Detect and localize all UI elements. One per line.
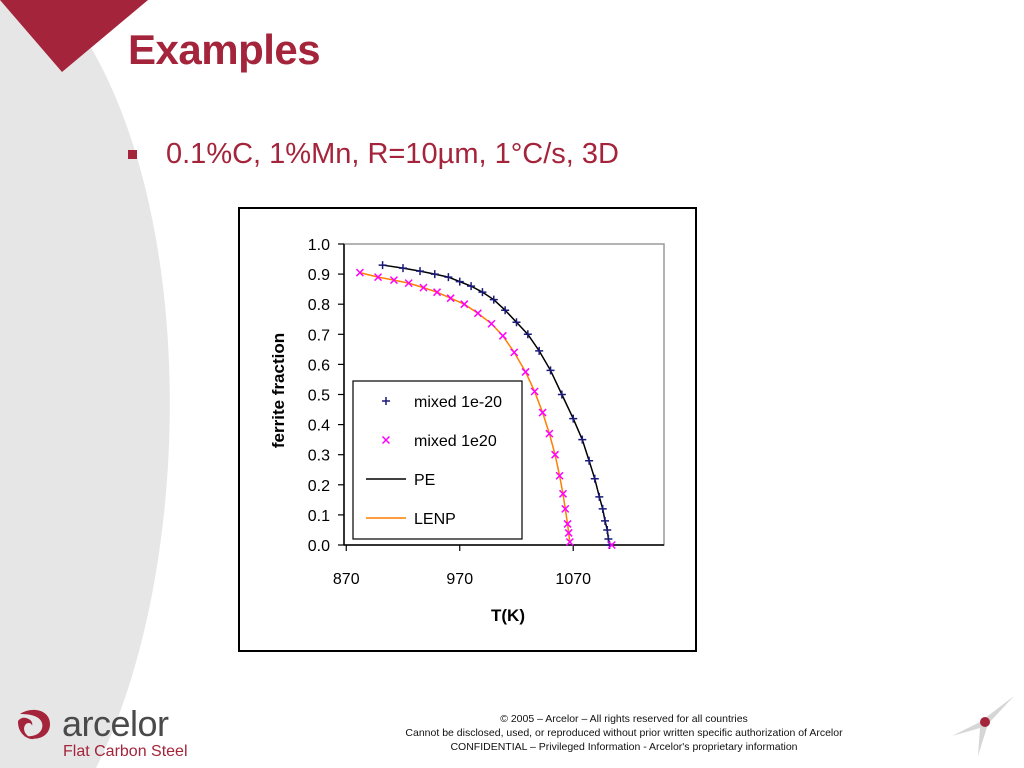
gray-arc-decoration xyxy=(0,0,170,768)
logo-swirl-outer xyxy=(20,709,50,739)
data-point xyxy=(478,288,487,297)
data-point xyxy=(585,456,594,465)
data-point xyxy=(416,267,425,276)
star-center-dot xyxy=(980,717,990,727)
data-point xyxy=(501,306,510,315)
x-axis-label: T(K) xyxy=(491,606,525,625)
data-point xyxy=(546,366,555,375)
data-point xyxy=(551,450,560,459)
data-point xyxy=(565,537,574,547)
data-point xyxy=(498,331,507,340)
data-point xyxy=(460,300,469,309)
data-point xyxy=(569,414,578,423)
data-point xyxy=(535,346,544,355)
y-tick-label: 0.9 xyxy=(308,267,330,284)
data-point xyxy=(419,283,428,292)
data-point xyxy=(433,288,442,297)
legend-label: mixed 1e-20 xyxy=(414,394,502,411)
data-point xyxy=(523,330,532,339)
legend-label: PE xyxy=(414,472,435,489)
data-point xyxy=(530,387,539,396)
y-tick-label: 0.2 xyxy=(308,478,330,495)
data-point xyxy=(446,294,455,303)
y-axis-label: ferrite fraction xyxy=(269,333,288,448)
ferrite-fraction-chart: 0.0 0.1 0.2 0.3 0.4 0.5 0.6 0.7 0.8 0.9 1.0 870 970 1… xyxy=(269,237,665,625)
data-point xyxy=(563,519,572,528)
data-point xyxy=(557,390,566,399)
legend-entry: LENP xyxy=(366,511,456,528)
data-point xyxy=(489,295,498,304)
data-point xyxy=(603,525,612,534)
x-tick-label: 1070 xyxy=(555,571,591,588)
legend-label: mixed 1e20 xyxy=(414,433,497,450)
legend-marker xyxy=(382,397,390,405)
legend-marker xyxy=(381,435,391,445)
bullet-text: 0.1%C, 1%Mn, R=10µm, 1°C/s, 3D xyxy=(166,138,619,170)
data-point xyxy=(595,492,604,501)
chart-frame: 0.0 0.1 0.2 0.3 0.4 0.5 0.6 0.7 0.8 0.9 1.0 870 970 1… xyxy=(238,207,697,652)
series-group xyxy=(355,261,616,550)
legend-entry: PE xyxy=(366,472,435,489)
data-point xyxy=(598,504,607,513)
x-tick-label: 970 xyxy=(446,571,473,588)
data-point xyxy=(378,261,387,270)
brand-subtitle: Flat Carbon Steel xyxy=(63,743,188,760)
star-decoration-icon xyxy=(952,696,1014,756)
data-point xyxy=(430,270,439,279)
legend-entry: mixed 1e20 xyxy=(381,433,497,450)
footer-legal: © 2005 – Arcelor – All rights reserved f… xyxy=(320,712,928,754)
data-point xyxy=(487,319,496,328)
legend-box xyxy=(352,380,523,540)
data-point xyxy=(444,273,453,282)
red-triangle-decoration xyxy=(0,0,148,72)
y-tick-label: 0.1 xyxy=(308,508,330,525)
data-point xyxy=(600,516,609,525)
y-tick-label: 0.3 xyxy=(308,448,330,465)
y-tick-label: 0.4 xyxy=(308,418,330,435)
data-point xyxy=(512,318,521,327)
slide-title: Examples xyxy=(128,26,321,73)
data-point xyxy=(374,273,383,282)
data-point xyxy=(558,489,568,498)
y-tick-label: 0.5 xyxy=(308,388,330,405)
data-point xyxy=(607,540,616,550)
legend-label: LENP xyxy=(414,511,456,528)
data-point xyxy=(545,429,554,438)
bullet-square-icon xyxy=(128,150,137,159)
y-tick-label: 0.6 xyxy=(308,357,330,374)
data-point xyxy=(564,528,573,537)
data-point xyxy=(521,367,530,376)
brand-name: arcelor xyxy=(62,703,169,744)
series-mixed-1e20 xyxy=(355,268,616,550)
data-point xyxy=(467,282,476,291)
x-tick-label: 870 xyxy=(333,571,360,588)
logo-swirl-inner xyxy=(18,717,34,740)
data-point xyxy=(590,474,599,483)
data-point xyxy=(455,277,464,286)
footer-line-confidential: CONFIDENTIAL – Privileged Information - … xyxy=(450,741,798,753)
y-tick-label: 1.0 xyxy=(308,237,330,254)
data-point xyxy=(555,471,564,480)
data-point xyxy=(399,264,408,273)
data-point xyxy=(355,268,364,277)
arcelor-swirl-logo xyxy=(18,709,50,740)
footer-line-disclosure: Cannot be disclosed, used, or reproduced… xyxy=(405,727,843,739)
data-point xyxy=(561,504,570,513)
data-point xyxy=(404,279,413,288)
data-point xyxy=(510,348,519,357)
legend-entry: mixed 1e-20 xyxy=(382,394,502,411)
y-tick-label: 0.7 xyxy=(308,327,330,344)
y-tick-label: 0.0 xyxy=(308,538,330,555)
data-point xyxy=(473,309,482,318)
data-point xyxy=(389,276,398,285)
y-tick-label: 0.8 xyxy=(308,297,330,314)
data-point xyxy=(578,435,587,444)
data-point xyxy=(538,408,547,417)
footer-line-copyright: © 2005 – Arcelor – All rights reserved f… xyxy=(500,713,748,725)
